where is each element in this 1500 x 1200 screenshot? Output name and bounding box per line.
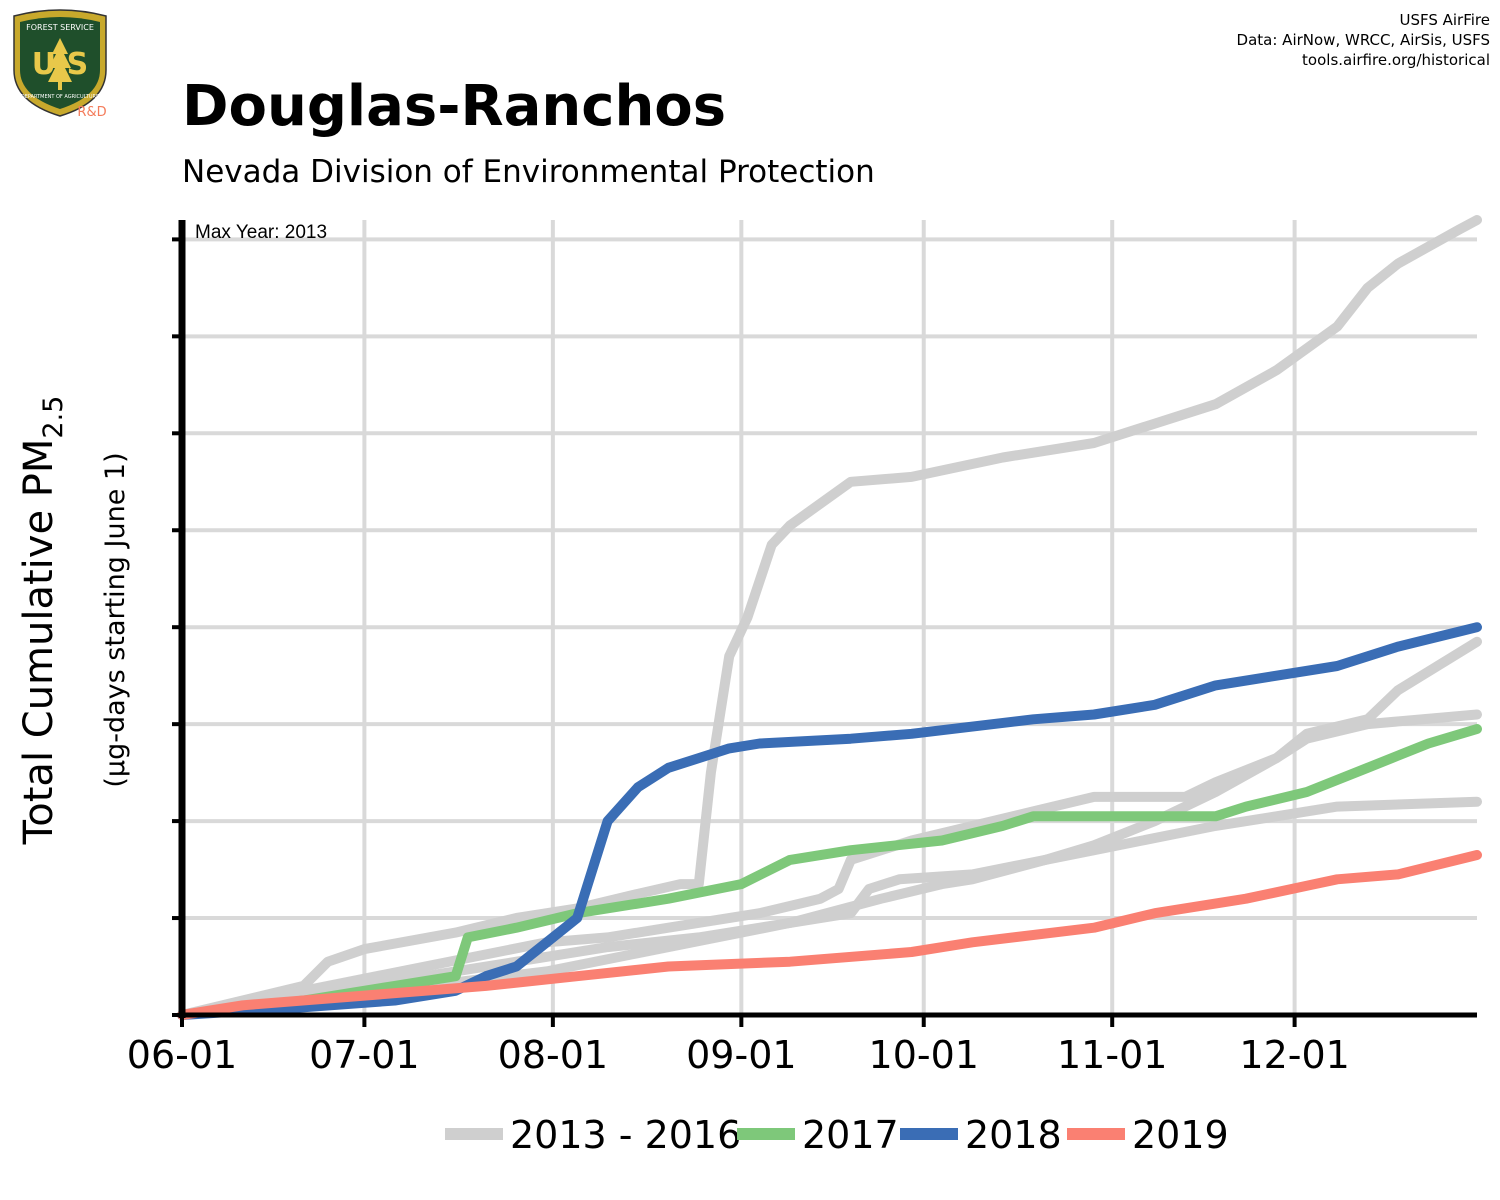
chart-title: Douglas-Ranchos [182, 74, 727, 139]
pine-tree-icon [48, 38, 72, 90]
x-tick-label: 11-01 [1057, 1033, 1167, 1077]
usfs-shield-logo: FOREST SERVICE U S DEPARTMENT OF AGRICUL… [13, 9, 107, 120]
legend-label: 2013 - 2016 [510, 1113, 741, 1157]
y-axis-label-subscript: 2.5 [38, 396, 69, 439]
series-line-2018 [177, 622, 1482, 1020]
x-tick-label: 07-01 [309, 1033, 419, 1077]
y-axis-label-main: Total Cumulative PM [16, 439, 62, 846]
x-axis-ticks: 06-01 07-01 08-01 09-01 10-01 11-01 12-01 [127, 1015, 1350, 1077]
axes [178, 220, 1477, 1018]
legend: 2013 - 2016 2017 2018 2019 [445, 1113, 1229, 1157]
x-tick-label: 06-01 [127, 1033, 237, 1077]
max-year-annotation: Max Year: 2013 [195, 222, 327, 243]
legend-label: 2017 [802, 1113, 899, 1157]
legend-label: 2018 [965, 1113, 1062, 1157]
logo-badge: R&D [77, 105, 106, 120]
x-tick-label: 10-01 [869, 1033, 979, 1077]
series-lines [177, 215, 1482, 1020]
y-axis-note: (µg-days starting June 1) [100, 452, 131, 787]
x-tick-label: 08-01 [498, 1033, 608, 1077]
series-line-2013-2016 [177, 215, 1482, 1020]
y-axis-ticks [172, 237, 182, 1017]
series-line-2019 [177, 850, 1482, 1020]
series-line-2017 [177, 724, 1482, 1020]
credit-line: tools.airfire.org/historical [1302, 51, 1490, 69]
y-axis-label: Total Cumulative PM2.5 [16, 396, 69, 846]
x-tick-label: 12-01 [1239, 1033, 1349, 1077]
credit-line: Data: AirNow, WRCC, AirSis, USFS [1236, 31, 1490, 49]
chart-subtitle: Nevada Division of Environmental Protect… [182, 154, 875, 190]
legend-label: 2019 [1132, 1113, 1229, 1157]
data-credits: USFS AirFire Data: AirNow, WRCC, AirSis,… [1237, 10, 1490, 70]
logo-top-text: FOREST SERVICE [26, 23, 94, 32]
credit-line: USFS AirFire [1399, 11, 1490, 29]
x-tick-label: 09-01 [686, 1033, 796, 1077]
logo-bottom-text: DEPARTMENT OF AGRICULTURE [21, 94, 99, 100]
series-line-2013-2016 [177, 709, 1482, 1020]
